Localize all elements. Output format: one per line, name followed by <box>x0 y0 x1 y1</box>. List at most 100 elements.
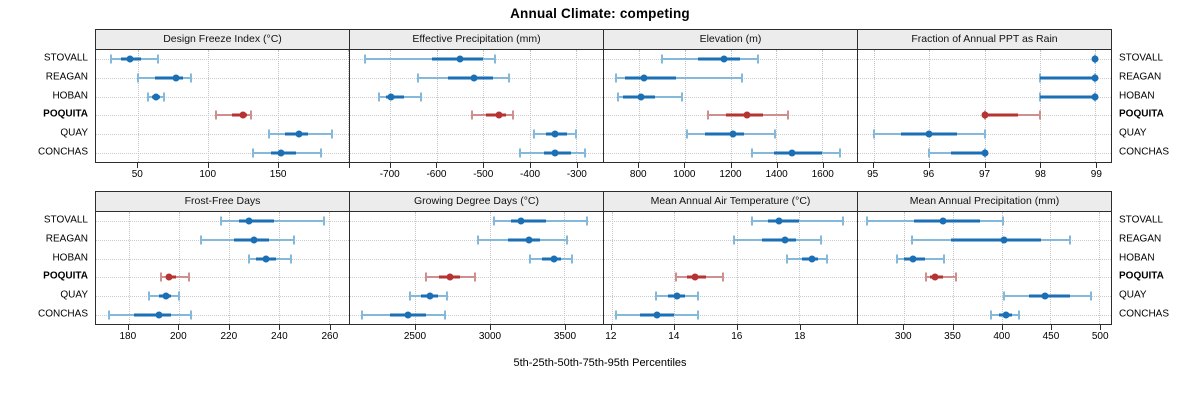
whisker-cap <box>200 235 203 245</box>
whisker-cap <box>533 129 536 139</box>
median-dot-poquita <box>446 273 454 281</box>
x-tick-label: 350 <box>944 331 961 342</box>
gridline-vertical <box>984 50 986 162</box>
gridline-vertical <box>1001 212 1003 324</box>
whisker-cap <box>160 272 163 282</box>
x-tick-label: 3000 <box>478 331 502 342</box>
site-label-conchas: CONCHAS <box>1119 146 1170 158</box>
panel-title-mean-annual-precipitation-mm: Mean Annual Precipitation (mm) <box>858 192 1111 212</box>
whisker-cap <box>290 254 293 264</box>
gridline-vertical <box>736 212 738 324</box>
whisker-cap <box>660 54 663 64</box>
panel-plot-elevation-m <box>604 50 857 162</box>
whisker-cap <box>721 272 724 282</box>
site-labels-right: STOVALL REAGAN HOBAN POQUITA QUAY CONCHAS <box>1112 191 1200 348</box>
gridline-horizontal <box>350 314 603 316</box>
median-dot-conchas <box>653 311 661 319</box>
gridline-vertical <box>415 212 417 324</box>
x-tick-label: 150 <box>269 169 287 180</box>
panel-plot-fraction-of-annual-ppt-as-rain <box>858 50 1111 162</box>
site-label-conchas: CONCHAS <box>1119 308 1170 320</box>
median-dot-stovall <box>720 55 728 63</box>
panel-band-top: STOVALL REAGAN HOBAN POQUITA QUAY CONCHAS Desi… <box>0 29 1200 186</box>
panel-design-freeze-index-c: Design Freeze Index (°C) 50 100 150 <box>95 29 350 186</box>
iqr-bar-stovall <box>767 219 800 223</box>
gridline-horizontal <box>96 96 349 98</box>
gridline-horizontal <box>858 78 1111 79</box>
x-tick <box>389 163 391 168</box>
x-axis-design-freeze-index-c: 50 100 150 <box>95 163 350 186</box>
whisker-cap <box>865 216 868 226</box>
median-dot-conchas <box>788 149 796 157</box>
gridline-vertical <box>799 212 801 324</box>
whisker-cap <box>220 216 223 226</box>
whisker-cap <box>1018 310 1021 320</box>
panel-box-effective-precipitation-mm: Effective Precipitation (mm) <box>349 29 604 163</box>
median-dot-quay <box>162 292 170 300</box>
median-dot-quay <box>925 130 933 138</box>
x-tick <box>928 163 930 168</box>
gridline-horizontal <box>350 296 603 297</box>
x-tick <box>483 163 485 168</box>
median-dot-quay <box>673 292 681 300</box>
whisker-cap <box>247 254 250 264</box>
median-dot-hoban <box>550 255 558 263</box>
x-axis-frost-free-days: 180 200 220 240 260 <box>95 325 350 348</box>
whisker-cap <box>751 216 754 226</box>
gridline-horizontal <box>96 277 349 279</box>
iqr-bar-stovall <box>510 219 547 223</box>
x-tick-label: 400 <box>993 331 1011 342</box>
whisker-cap <box>408 291 411 301</box>
x-tick-label: 97 <box>978 169 991 180</box>
site-label-hoban: HOBAN <box>52 90 88 102</box>
median-dot-poquita <box>931 273 939 281</box>
gridline-vertical <box>1099 212 1101 324</box>
panel-growing-degree-days-c: Growing Degree Days (°C) 2500 3000 3500 <box>349 191 604 348</box>
whisker-cap <box>177 291 180 301</box>
gridline-vertical <box>137 50 139 162</box>
panel-title-growing-degree-days-c: Growing Degree Days (°C) <box>350 192 603 212</box>
gridline-horizontal <box>96 296 349 297</box>
iqr-bar-conchas <box>951 151 985 155</box>
iqr-bar-stovall <box>238 219 274 223</box>
gridline-horizontal <box>604 240 857 241</box>
panel-box-fraction-of-annual-ppt-as-rain: Fraction of Annual PPT as Rain <box>857 29 1112 163</box>
whisker-cap <box>654 291 657 301</box>
whisker-cap <box>147 291 150 301</box>
x-tick <box>1040 163 1042 168</box>
whisker-cap <box>519 148 522 158</box>
x-tick <box>903 325 905 330</box>
gridline-vertical <box>1039 50 1041 162</box>
x-tick-label: 260 <box>321 331 339 342</box>
whisker-cap <box>163 92 166 102</box>
panel-elevation-m: Elevation (m) 800 1000 1200 1400 1600 <box>603 29 858 186</box>
whisker-cap <box>419 92 422 102</box>
whisker-range-stovall <box>364 58 495 61</box>
site-labels-left: STOVALL REAGAN HOBAN POQUITA QUAY CONCHAS <box>0 191 95 348</box>
gridline-horizontal <box>604 152 857 154</box>
x-tick-label: 12 <box>605 331 617 342</box>
panel-title-mean-annual-air-temperature-c: Mean Annual Air Temperature (°C) <box>604 192 857 212</box>
x-tick <box>822 163 824 168</box>
gridline-horizontal <box>96 134 349 135</box>
whisker-cap <box>1038 110 1041 120</box>
gridline-vertical <box>611 212 613 324</box>
panel-fraction-of-annual-ppt-as-rain: Fraction of Annual PPT as Rain 95 96 97 98 99 <box>857 29 1112 186</box>
panel-plot-mean-annual-air-temperature-c <box>604 212 857 324</box>
x-tick-label: 100 <box>199 169 217 180</box>
whisker-cap <box>785 254 788 264</box>
x-tick-label: 180 <box>119 331 137 342</box>
gridline-vertical <box>128 212 130 324</box>
whisker-cap <box>1002 291 1005 301</box>
x-axis-elevation-m: 800 1000 1200 1400 1600 <box>603 163 858 186</box>
whisker-cap <box>250 110 253 120</box>
x-tick-label: 50 <box>131 169 143 180</box>
panel-box-growing-degree-days-c: Growing Degree Days (°C) <box>349 191 604 325</box>
gridline-horizontal <box>858 296 1111 297</box>
x-tick <box>415 325 416 330</box>
iqr-bar-reagan <box>950 238 1041 242</box>
whisker-cap <box>1001 216 1004 226</box>
x-tick <box>178 325 180 330</box>
median-dot-stovall <box>245 217 253 225</box>
x-tick <box>329 325 331 330</box>
